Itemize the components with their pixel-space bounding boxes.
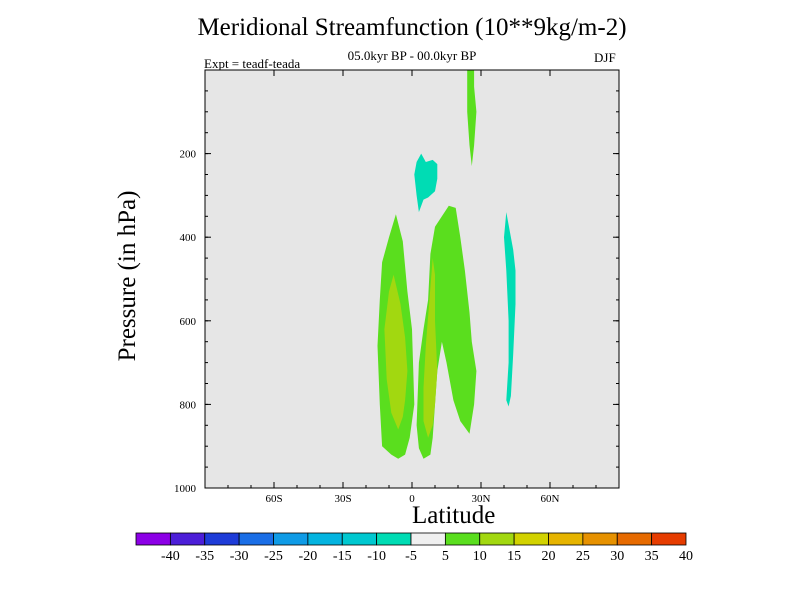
x-tick-label: 0	[409, 493, 415, 505]
colorbar-swatch	[651, 532, 687, 546]
colorbar-label: -5	[405, 549, 417, 564]
experiment-label: Expt = teadf-teada	[204, 56, 301, 71]
contour-region-4	[384, 274, 408, 430]
colorbar-label: -15	[333, 549, 352, 564]
colorbar-swatch	[376, 532, 412, 546]
colorbar-swatch	[548, 532, 584, 546]
contour-regions	[377, 70, 516, 459]
colorbar-swatch	[444, 532, 481, 546]
colorbar-swatch	[479, 532, 515, 546]
season-label: DJF	[594, 50, 616, 65]
x-axis-label: Latitude	[412, 502, 496, 529]
y-tick-label: 200	[180, 149, 197, 161]
colorbar-label: 40	[679, 549, 693, 564]
colorbar-label: -10	[367, 549, 386, 564]
x-tick-label: 60S	[265, 493, 282, 505]
colorbar: -40 -35 -30 -25 -20 -15 -10 -5 5 10 15 20 25 30 35 40	[135, 532, 693, 564]
y-tick-label: 1000	[174, 483, 197, 495]
contour-region-3	[467, 70, 477, 167]
colorbar-swatch	[410, 532, 446, 546]
contour-region-5	[423, 258, 438, 438]
colorbar-swatch	[616, 532, 653, 546]
colorbar-label: -20	[299, 549, 318, 564]
colorbar-label: -25	[264, 549, 283, 564]
colorbar-label: 25	[576, 549, 590, 564]
colorbar-label: 35	[645, 549, 659, 564]
colorbar-swatch	[238, 532, 274, 546]
colorbar-swatch	[204, 532, 240, 546]
colorbar-label: -30	[230, 549, 249, 564]
x-tick-label: 30S	[334, 493, 351, 505]
x-tick-label: 60N	[541, 493, 560, 505]
colorbar-swatch	[169, 532, 206, 546]
colorbar-swatch	[582, 532, 618, 546]
colorbar-label: -40	[161, 549, 180, 564]
chart-subtitle: 05.0kyr BP - 00.0kyr BP	[347, 48, 477, 63]
chart-title: Meridional Streamfunction (10**9kg/m-2)	[197, 14, 627, 41]
colorbar-label: 15	[507, 549, 521, 564]
colorbar-label: -35	[195, 549, 214, 564]
colorbar-label: 10	[473, 549, 487, 564]
colorbar-swatch	[135, 532, 171, 546]
y-tick-label: 600	[180, 316, 197, 328]
colorbar-swatch	[513, 532, 549, 546]
colorbar-label: 20	[542, 549, 556, 564]
colorbar-label: 30	[610, 549, 624, 564]
colorbar-swatch	[341, 532, 378, 546]
contour-region-6	[414, 153, 438, 213]
colorbar-label: 5	[442, 549, 449, 564]
x-tick-label: 30N	[472, 493, 491, 505]
y-tick-label: 400	[180, 232, 197, 244]
colorbar-swatch	[307, 532, 343, 546]
colorbar-swatch	[273, 532, 309, 546]
plot-background	[205, 70, 619, 488]
axis-ticks: 60S 30S 0 30N 60N 200 400 600 800 1000	[174, 70, 620, 505]
contour-region-7	[504, 212, 516, 407]
y-tick-label: 800	[180, 399, 197, 411]
